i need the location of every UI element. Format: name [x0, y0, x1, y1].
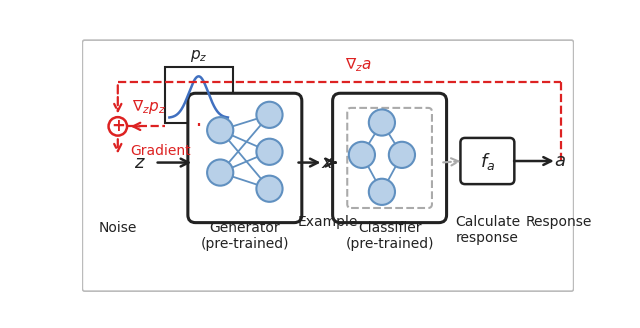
FancyBboxPatch shape: [164, 67, 232, 123]
Text: Classifier
(pre-trained): Classifier (pre-trained): [346, 221, 434, 251]
Text: Gradient: Gradient: [130, 144, 191, 158]
Circle shape: [257, 102, 283, 128]
FancyBboxPatch shape: [348, 108, 432, 208]
Circle shape: [349, 142, 375, 168]
Circle shape: [257, 139, 283, 165]
Circle shape: [389, 142, 415, 168]
Text: $x$: $x$: [321, 154, 335, 172]
Circle shape: [109, 117, 127, 135]
FancyBboxPatch shape: [460, 138, 515, 184]
Text: Calculate
response: Calculate response: [455, 215, 520, 245]
Text: Example: Example: [298, 215, 358, 229]
Circle shape: [207, 117, 234, 143]
Text: $f_a$: $f_a$: [480, 151, 495, 172]
Text: $z$: $z$: [134, 154, 146, 172]
Text: $a$: $a$: [554, 152, 566, 170]
FancyBboxPatch shape: [333, 93, 447, 223]
Circle shape: [257, 176, 283, 202]
Text: Response: Response: [526, 215, 592, 229]
Text: $\nabla_z a$: $\nabla_z a$: [346, 56, 372, 73]
Text: Generator
(pre-trained): Generator (pre-trained): [200, 221, 289, 251]
Text: Noise: Noise: [99, 221, 137, 235]
Circle shape: [369, 179, 395, 205]
Text: +: +: [111, 117, 125, 135]
FancyBboxPatch shape: [83, 40, 573, 291]
Circle shape: [369, 110, 395, 135]
Circle shape: [207, 159, 234, 186]
FancyBboxPatch shape: [188, 93, 302, 223]
Text: $p_z$: $p_z$: [190, 48, 207, 64]
Text: $\nabla_z p_z$: $\nabla_z p_z$: [132, 98, 166, 116]
